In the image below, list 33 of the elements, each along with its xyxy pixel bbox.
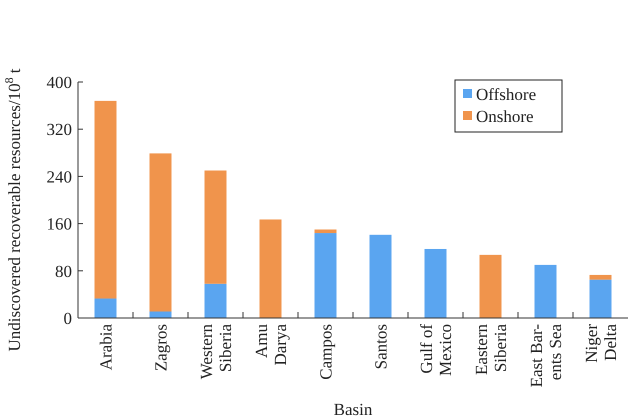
legend-label: Offshore [476,84,536,104]
y-tick-label: 400 [46,72,72,92]
bar [590,280,612,318]
x-tick-label: Eastern Siberia [472,324,510,375]
bar [260,219,282,318]
x-axis-title: Basin [334,400,373,419]
bar [94,298,116,318]
x-tick-label: Amu Darya [252,324,290,366]
x-tick-label: Arabia [96,324,116,370]
y-tick-label: 0 [64,308,72,328]
y-tick-label: 160 [46,214,72,234]
bar [424,248,446,318]
x-tick-label: East Bar- ents Sea [526,324,565,388]
legend-label: Onshore [476,106,534,126]
bar [370,234,392,318]
bar [204,284,226,318]
x-tick-label: Santos [371,324,390,370]
x-tick-label: Zagros [151,324,170,372]
bar [150,312,172,318]
bar [314,233,336,318]
x-tick-label: Gulf of Mexico [416,324,455,376]
bar [150,153,172,312]
bar [204,170,226,284]
x-tick-label: Western Siberia [196,324,235,380]
y-tick-label: 240 [46,167,72,186]
bar [94,100,116,299]
y-tick-label: 80 [55,262,72,281]
bar [534,264,556,318]
bar [590,274,612,280]
y-tick-label: 320 [46,120,72,140]
bar [314,230,336,234]
x-tick-label: Campos [316,324,336,380]
bar [480,254,502,318]
